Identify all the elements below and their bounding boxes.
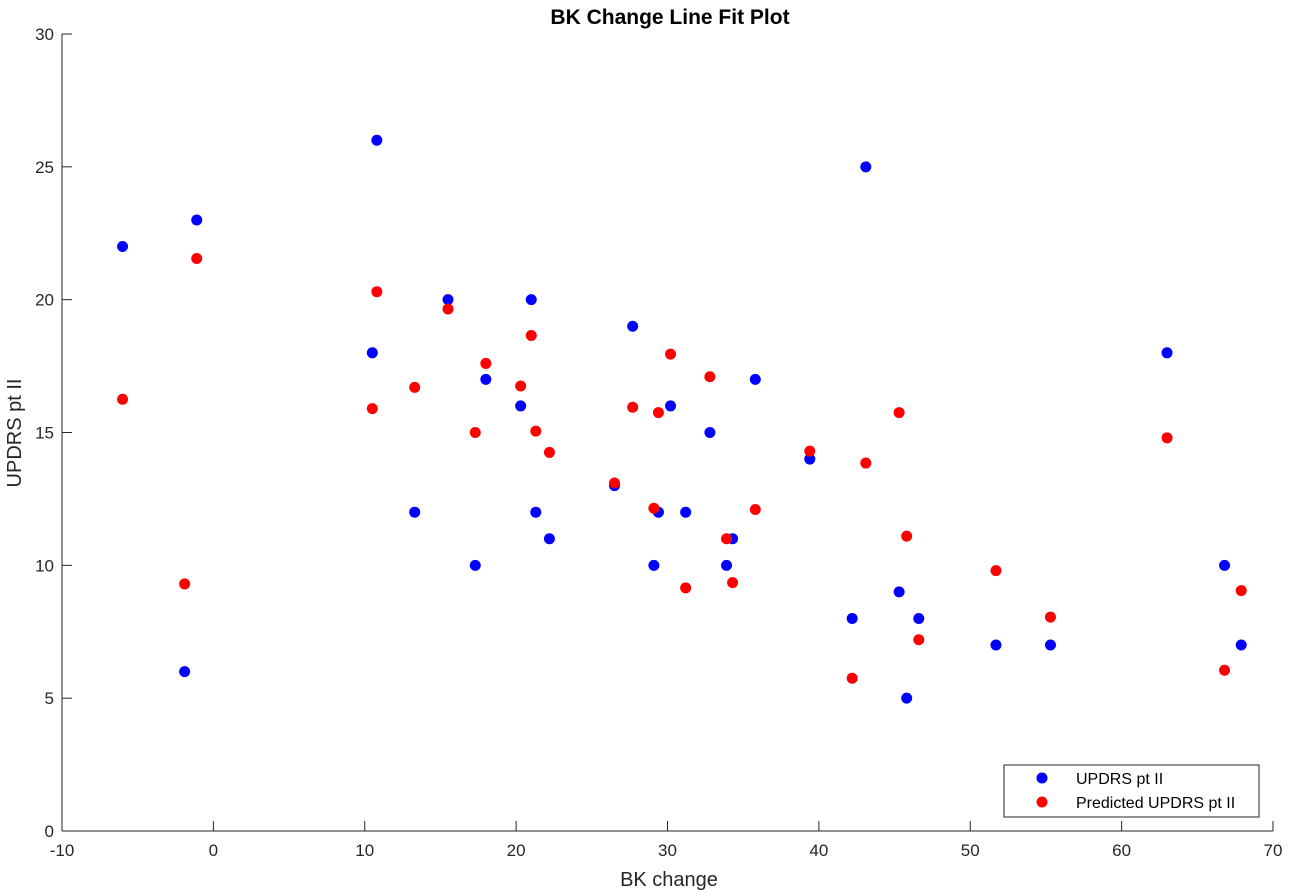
- predicted-updrs-point: [680, 582, 692, 594]
- y-tick-label: 10: [35, 556, 54, 575]
- predicted-updrs-point: [1044, 611, 1056, 623]
- updrs-point: [627, 320, 639, 332]
- x-tick-label: 10: [355, 841, 374, 860]
- updrs-point: [1235, 639, 1247, 651]
- predicted-updrs-point: [860, 457, 872, 469]
- predicted-updrs-point: [721, 533, 733, 545]
- updrs-point: [990, 639, 1002, 651]
- updrs-point: [409, 506, 421, 518]
- updrs-point: [1044, 639, 1056, 651]
- predicted-updrs-point: [804, 445, 816, 457]
- predicted-updrs-point: [1235, 585, 1247, 597]
- predicted-updrs-point: [515, 380, 527, 392]
- predicted-updrs-point: [543, 446, 555, 458]
- updrs-point: [804, 453, 816, 465]
- predicted-updrs-point: [1219, 664, 1231, 676]
- updrs-point: [665, 400, 677, 412]
- predicted-updrs-point: [366, 403, 378, 415]
- predicted-updrs-point: [191, 252, 203, 264]
- predicted-updrs-point: [893, 407, 905, 419]
- legend-entry-label: UPDRS pt II: [1076, 771, 1163, 788]
- y-tick-label: 25: [35, 158, 54, 177]
- predicted-updrs-point: [525, 330, 537, 342]
- y-tick-label: 30: [35, 25, 54, 44]
- y-tick-label: 0: [45, 822, 54, 841]
- legend-marker: [1036, 796, 1048, 808]
- updrs-point: [1161, 347, 1173, 359]
- predicted-updrs-point: [409, 381, 421, 393]
- predicted-updrs-point: [442, 303, 454, 315]
- updrs-point: [179, 666, 191, 678]
- predicted-updrs-point: [117, 393, 129, 405]
- predicted-updrs-point: [1161, 432, 1173, 444]
- predicted-updrs-point: [727, 577, 739, 589]
- updrs-point: [442, 294, 454, 306]
- predicted-updrs-point: [627, 401, 639, 413]
- predicted-updrs-point: [609, 477, 621, 489]
- updrs-point: [469, 559, 481, 571]
- x-tick-label: 50: [961, 841, 980, 860]
- updrs-point: [1219, 559, 1231, 571]
- updrs-point: [543, 533, 555, 545]
- predicted-updrs-point: [846, 672, 858, 684]
- x-tick-label: 20: [507, 841, 526, 860]
- y-tick-label: 15: [35, 424, 54, 443]
- updrs-point: [721, 559, 733, 571]
- x-tick-label: -10: [50, 841, 75, 860]
- updrs-point: [366, 347, 378, 359]
- updrs-point: [749, 373, 761, 385]
- predicted-updrs-point: [480, 357, 492, 369]
- updrs-point: [846, 612, 858, 624]
- legend-entry-label: Predicted UPDRS pt II: [1076, 795, 1235, 812]
- predicted-updrs-point: [665, 348, 677, 360]
- x-tick-label: 60: [1112, 841, 1131, 860]
- updrs-point: [680, 506, 692, 518]
- updrs-point: [893, 586, 905, 598]
- updrs-point: [480, 373, 492, 385]
- updrs-point: [648, 559, 660, 571]
- updrs-point: [913, 612, 925, 624]
- updrs-point: [515, 400, 527, 412]
- updrs-point: [704, 427, 716, 438]
- x-tick-label: 0: [209, 841, 218, 860]
- y-tick-label: 5: [45, 689, 54, 708]
- data-points: [117, 134, 1247, 704]
- predicted-updrs-point: [179, 578, 191, 590]
- y-axis-label: UPDRS pt II: [4, 379, 26, 488]
- chart-title: BK Change Line Fit Plot: [550, 6, 789, 29]
- updrs-point: [901, 692, 913, 704]
- x-tick-label: 30: [658, 841, 677, 860]
- updrs-point: [371, 134, 383, 146]
- predicted-updrs-point: [901, 530, 913, 542]
- x-tick-label: 40: [809, 841, 828, 860]
- predicted-updrs-point: [749, 504, 761, 516]
- predicted-updrs-point: [652, 407, 664, 419]
- x-tick-label: 70: [1264, 841, 1283, 860]
- legend-marker: [1036, 772, 1048, 784]
- updrs-point: [191, 214, 203, 226]
- predicted-updrs-point: [648, 502, 660, 514]
- legend: UPDRS pt II Predicted UPDRS pt II: [1003, 764, 1260, 818]
- updrs-point: [860, 161, 872, 173]
- predicted-updrs-point: [990, 565, 1002, 577]
- predicted-updrs-point: [371, 286, 383, 298]
- legend-box: [1003, 764, 1260, 818]
- updrs-point: [530, 506, 542, 518]
- predicted-updrs-point: [469, 427, 481, 438]
- y-tick-label: 20: [35, 291, 54, 310]
- x-axis-label: BK change: [620, 869, 718, 891]
- predicted-updrs-point: [913, 634, 925, 646]
- predicted-updrs-point: [704, 371, 716, 383]
- updrs-point: [117, 241, 129, 253]
- updrs-point: [525, 294, 537, 306]
- predicted-updrs-point: [530, 425, 542, 437]
